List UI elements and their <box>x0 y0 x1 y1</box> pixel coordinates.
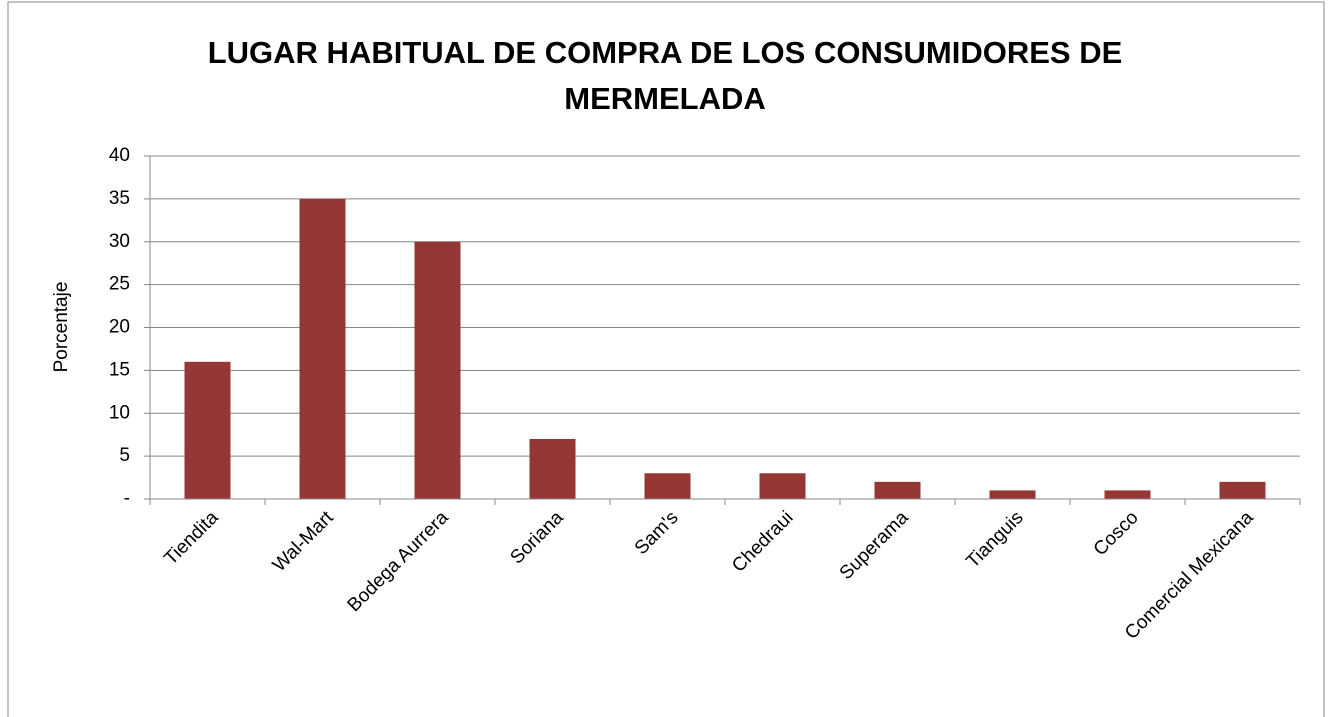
y-tick-label: 25 <box>109 274 130 295</box>
chart-border <box>7 1 1325 717</box>
bar <box>1219 481 1266 499</box>
y-tick-label: 15 <box>109 359 130 380</box>
y-tick-label: - <box>124 488 130 509</box>
y-tick-label: 5 <box>119 445 130 466</box>
x-tick-label: Bodega Aurrera <box>344 507 453 616</box>
y-axis-label: Porcentaje <box>51 282 72 373</box>
x-tick-label: Cosco <box>1090 507 1143 560</box>
x-tick-label: Chedraui <box>728 507 797 576</box>
x-tick-label: Soriana <box>506 507 567 568</box>
x-tick-label: Sam's <box>631 507 683 559</box>
bar <box>299 198 346 499</box>
bar <box>874 481 921 499</box>
bar <box>759 473 806 499</box>
x-tick-label: Tiendita <box>160 507 222 569</box>
x-tick-label: Wal-Mart <box>269 507 338 576</box>
chart-title: LUGAR HABITUAL DE COMPRA DE LOS CONSUMID… <box>207 35 1123 116</box>
y-tick-label: 40 <box>109 145 130 166</box>
x-tick-label: Superama <box>836 507 913 584</box>
y-tick-label: 30 <box>109 231 130 252</box>
bar <box>989 490 1036 499</box>
bar <box>529 438 576 499</box>
bar <box>414 241 461 499</box>
y-tick-label: 35 <box>109 188 130 209</box>
y-tick-label: 20 <box>109 317 130 338</box>
y-tick-label: 10 <box>109 402 130 423</box>
bar <box>1104 490 1151 499</box>
bar <box>644 473 691 499</box>
x-tick-label: Tianguis <box>962 507 1027 572</box>
x-tick-label: Comercial Mexicana <box>1121 507 1258 644</box>
bar <box>184 361 231 499</box>
